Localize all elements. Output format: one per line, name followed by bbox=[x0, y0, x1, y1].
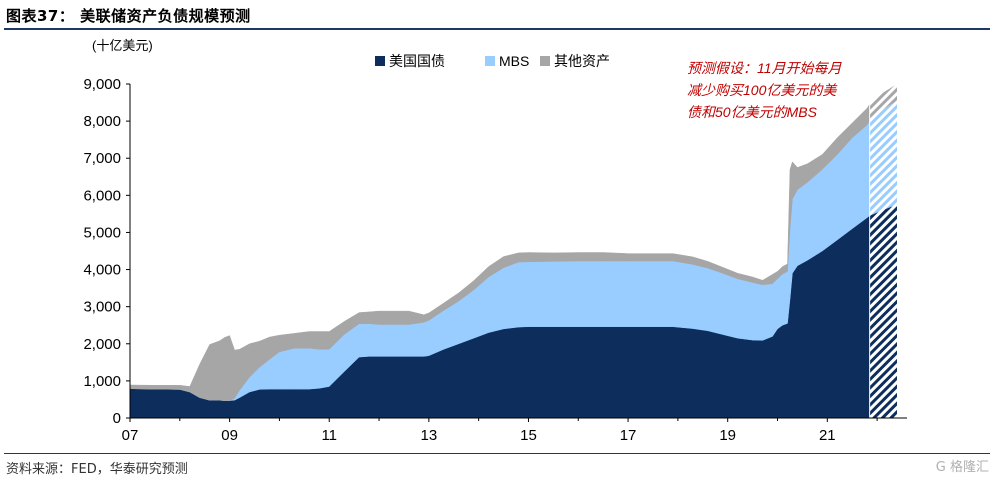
annotation-line: 预测假设：11月开始每月 bbox=[687, 60, 843, 76]
series-area-mbs-forecast bbox=[869, 100, 897, 216]
title-divider bbox=[4, 28, 990, 30]
legend-item-other-assets: 其他资产 bbox=[540, 53, 610, 69]
legend-swatch bbox=[375, 56, 385, 66]
y-tick-label: 6,000 bbox=[83, 187, 121, 204]
legend-label: 美国国债 bbox=[389, 53, 445, 69]
annotation-line: 减少购买100亿美元的美 bbox=[687, 82, 838, 98]
x-tick-label: 13 bbox=[421, 427, 438, 444]
y-tick-label: 1,000 bbox=[83, 373, 121, 390]
x-tick-label: 21 bbox=[819, 427, 836, 444]
x-tick-label: 11 bbox=[321, 427, 337, 444]
legend-label: MBS bbox=[499, 53, 529, 69]
legend-item-treasury: 美国国债 bbox=[375, 53, 445, 69]
y-tick-label: 8,000 bbox=[83, 113, 121, 130]
footer-divider bbox=[4, 453, 990, 454]
series-area-other-assets-forecast bbox=[869, 84, 897, 122]
x-tick-label: 07 bbox=[122, 427, 139, 444]
x-tick-label: 15 bbox=[520, 427, 537, 444]
x-tick-label: 09 bbox=[221, 427, 238, 444]
legend-swatch bbox=[485, 56, 495, 66]
source-note: 资料来源：FED，华泰研究预测 bbox=[6, 462, 188, 477]
y-tick-label: 3,000 bbox=[83, 299, 121, 316]
y-tick-label: 2,000 bbox=[83, 336, 121, 353]
y-tick-label: 7,000 bbox=[83, 150, 121, 167]
chart: (十亿美元) 0 1,000 2,000 3,000 4,000 5,000 6,000 7,… bbox=[83, 38, 907, 444]
figure-title: 图表37： 美联储资产负债规模预测 bbox=[6, 7, 251, 25]
y-tick-label: 0 bbox=[113, 410, 121, 427]
series-area-treasury-forecast bbox=[869, 204, 897, 418]
x-tick-label: 17 bbox=[620, 427, 637, 444]
legend-item-mbs: MBS bbox=[485, 53, 529, 69]
y-tick-label: 5,000 bbox=[83, 224, 121, 241]
legend-swatch bbox=[540, 56, 550, 66]
y-tick-label: 4,000 bbox=[83, 262, 121, 279]
unit-label: (十亿美元) bbox=[92, 38, 153, 53]
legend-label: 其他资产 bbox=[554, 53, 610, 69]
x-tick-label: 19 bbox=[719, 427, 736, 444]
annotation-line: 债和50亿美元的MBS bbox=[687, 104, 818, 120]
y-tick-label: 9,000 bbox=[83, 76, 121, 93]
watermark: G 格隆汇 bbox=[935, 460, 989, 475]
